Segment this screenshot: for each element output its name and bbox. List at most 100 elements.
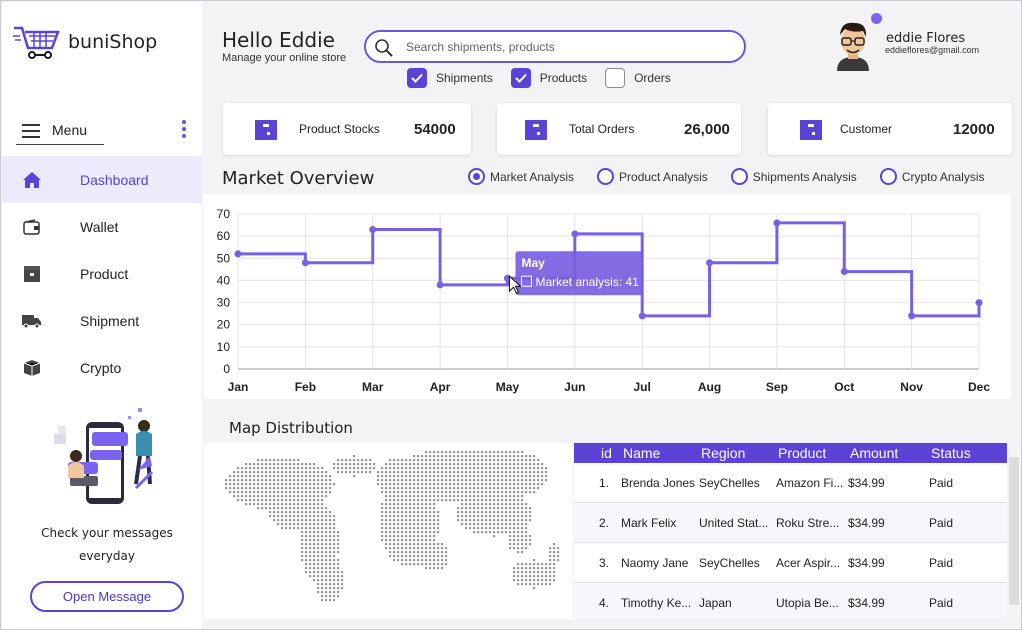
tab-label: Crypto Analysis [901,169,985,184]
x-tick-label: Sep [766,380,788,394]
stat-card-product-stocks[interactable]: Product Stocks 54000 [223,103,471,155]
search-filters: Shipments Products Orders [407,68,689,88]
tooltip-swatch [520,275,532,287]
y-tick-label: 50 [217,251,231,265]
tooltip-value: Market analysis: 41 [535,275,639,289]
x-tick-label: May [496,380,520,394]
filter-shipments[interactable]: Shipments [407,68,493,88]
x-tick-label: Jan [228,380,249,394]
column-header[interactable]: Product [778,445,827,461]
column-header[interactable]: Amount [850,445,899,461]
hamburger-icon[interactable] [22,124,40,138]
checkbox-checked-icon[interactable] [510,68,531,88]
radio-unselected-icon[interactable] [597,168,615,185]
cell-product: Utopia Be... [776,596,839,610]
table-row[interactable]: 2. Mark Felix United Stat... Roku Stre..… [574,503,1007,543]
tab-label: Shipments Analysis [752,169,857,184]
tab-crypto-analysis[interactable]: Crypto Analysis [879,168,985,185]
data-point [773,219,781,227]
cart-icon [13,26,60,59]
y-tick-label: 70 [217,207,231,221]
cell-id: 1. [599,476,610,490]
stat-card-total-orders[interactable]: Total Orders 26,000 [497,103,741,155]
sidebar-item-label: Product [80,265,129,282]
radio-unselected-icon[interactable] [879,168,897,185]
tab-market-analysis[interactable]: Market Analysis [468,168,574,185]
map-dots [225,451,560,602]
column-header[interactable]: id [601,445,612,461]
x-tick-label: Oct [834,380,854,394]
cell-status: Paid [929,556,954,570]
cell-name: Naomy Jane [621,556,689,570]
open-message-button[interactable]: Open Message [30,581,184,612]
messaging-illustration [54,408,154,504]
cell-status: Paid [929,476,954,490]
column-header[interactable]: Status [931,445,971,461]
cell-name: Mark Felix [621,516,677,530]
x-tick-label: Nov [900,380,923,394]
cell-amount: $34.99 [848,476,885,490]
stat-card-customer[interactable]: Customer 12000 [768,103,1012,155]
stat-label: Total Orders [569,122,635,136]
filter-label: Shipments [436,71,493,85]
sidebar-item-label: Dashboard [80,171,149,188]
table-scrollbar-thumb[interactable] [1009,457,1019,605]
sidebar-item-product[interactable]: Product [2,250,202,297]
cell-amount: $34.99 [848,596,885,610]
filter-orders[interactable]: Orders [605,68,671,88]
promo-line-2: everyday [79,549,135,563]
y-tick-label: 20 [217,318,231,332]
stat-label: Product Stocks [299,122,380,136]
table-row[interactable]: 4. Timothy Ke... Japan Utopia Be... $34.… [574,583,1007,619]
world-map[interactable] [203,443,573,619]
y-tick-label: 60 [217,229,231,243]
brand-name: buniShop [68,31,158,53]
search-input[interactable] [406,37,726,57]
tab-product-analysis[interactable]: Product Analysis [597,168,708,185]
more-vertical-icon[interactable] [182,120,186,138]
table-row[interactable]: 3. Naomy Jane SeyChelles Acer Aspir... $… [574,543,1007,583]
column-header[interactable]: Name [623,445,661,461]
brand-logo[interactable]: buniShop [12,22,157,62]
cell-name: Timothy Ke... [621,596,692,610]
x-tick-label: Apr [430,380,451,394]
search-bar[interactable] [364,30,746,63]
user-name: eddie Flores [886,31,966,46]
filter-products[interactable]: Products [510,68,587,88]
x-tick-label: Mar [362,380,384,394]
data-point [436,281,444,289]
orders-table: id Name Region Product Amount Status 1. … [574,443,1007,619]
checkbox-checked-icon[interactable] [407,68,427,88]
y-tick-label: 10 [217,340,231,354]
sidebar-item-wallet[interactable]: Wallet [2,203,202,250]
table-row[interactable]: 1. Brenda Jones SeyChelles Amazon Fi... … [574,463,1007,503]
checkbox-unchecked-icon[interactable] [605,68,626,88]
cell-region: SeyChelles [699,556,760,570]
x-tick-label: Aug [698,380,721,394]
x-tick-label: Dec [968,380,990,394]
search-icon[interactable] [374,38,394,58]
analysis-tabs: Market Analysis Product Analysis Shipmen… [468,168,1008,185]
sidebar-nav: Dashboard Wallet Product Shipment [2,156,202,391]
box-icon [800,120,822,140]
data-point [706,259,714,267]
filter-label: Orders [634,71,671,85]
sidebar-item-label: Crypto [80,359,122,376]
market-chart[interactable]: 0 10 20 30 40 50 60 70 Jan Feb Mar Apr May Jun Jul Aug S… [203,194,1011,399]
column-header[interactable]: Region [701,445,746,461]
avatar[interactable] [831,19,875,71]
stat-value: 12000 [953,121,995,138]
sidebar-item-crypto[interactable]: Crypto [2,344,202,391]
market-overview-title: Market Overview [222,168,375,189]
radio-selected-icon[interactable] [468,168,485,185]
cell-region: United Stat... [699,516,769,530]
tab-shipments-analysis[interactable]: Shipments Analysis [730,168,857,185]
sidebar-item-shipment[interactable]: Shipment [2,297,202,344]
radio-unselected-icon[interactable] [730,168,748,185]
cell-product: Roku Stre... [776,516,840,530]
map-distribution-title: Map Distribution [229,419,353,437]
promo-message: Check your messages everyday [22,522,192,568]
sidebar-item-dashboard[interactable]: Dashboard [2,156,202,203]
sidebar-item-label: Shipment [80,312,140,329]
tooltip-title: May [521,256,545,270]
